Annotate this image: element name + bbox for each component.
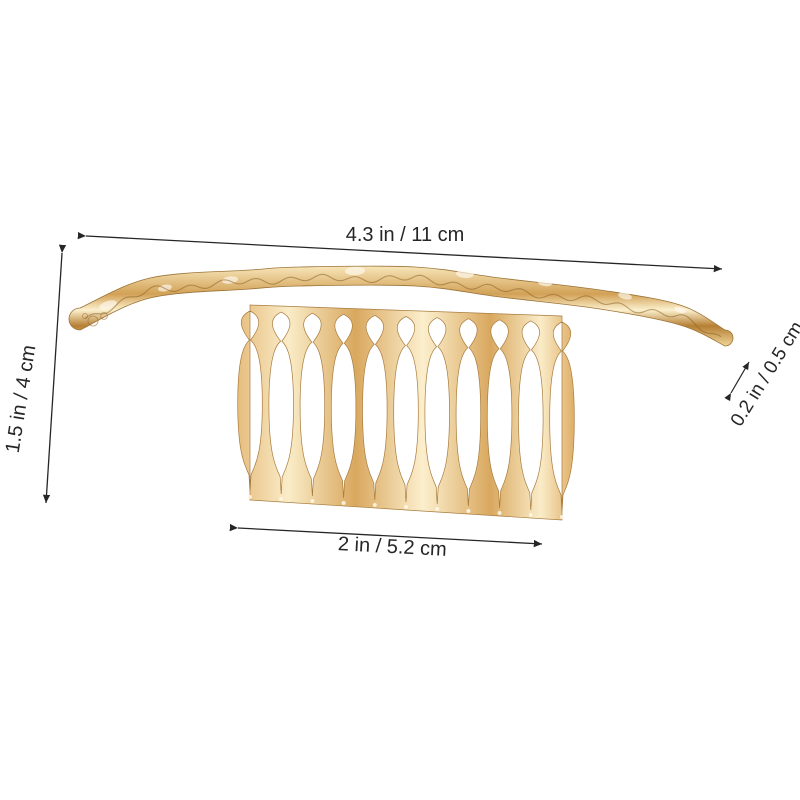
svg-text:1.5 in / 4 cm: 1.5 in / 4 cm [2, 344, 41, 455]
svg-text:2 in / 5.2 cm: 2 in / 5.2 cm [337, 533, 447, 561]
svg-text:0.2 in / 0.5 cm: 0.2 in / 0.5 cm [727, 318, 800, 430]
svg-text:4.3 in / 11 cm: 4.3 in / 11 cm [346, 224, 465, 246]
